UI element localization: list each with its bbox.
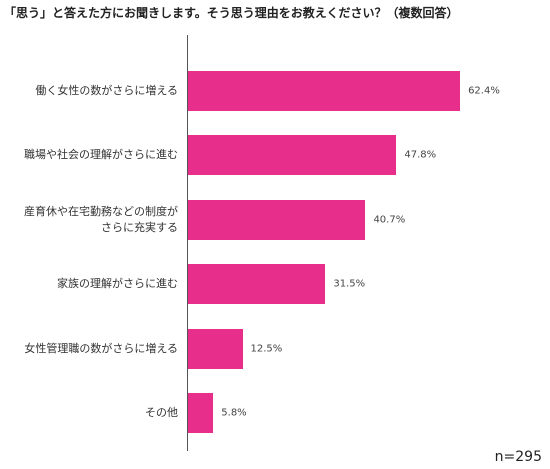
value-label: 62.4% xyxy=(468,85,500,97)
bar xyxy=(188,393,214,433)
bar xyxy=(188,135,397,176)
category-label: その他 xyxy=(145,406,178,419)
bar xyxy=(188,264,326,305)
value-label: 47.8% xyxy=(404,149,437,161)
category-label: 職場や社会の理解がさらに進む xyxy=(24,148,178,162)
bar xyxy=(188,328,243,369)
bar xyxy=(188,71,461,111)
bar xyxy=(188,199,366,240)
value-label: 12.5% xyxy=(250,343,283,355)
axis-line xyxy=(187,35,188,451)
value-label: 5.8% xyxy=(221,407,247,419)
value-label: 40.7% xyxy=(373,214,406,226)
chart-title: 「思う」と答えた方にお聞きします。そう思う理由をお教えください？（複数回答） xyxy=(4,6,459,20)
category-label: 女性管理職の数がさらに増える xyxy=(24,341,178,355)
value-label: 31.5% xyxy=(333,278,366,290)
category-label: 家族の理解がさらに進む xyxy=(57,277,178,291)
category-label: 働く女性の数がさらに増える xyxy=(35,84,178,97)
sample-size: n=295 xyxy=(494,449,542,465)
category-label: 産育休や在宅勤務などの制度が さらに充実する xyxy=(24,204,178,234)
